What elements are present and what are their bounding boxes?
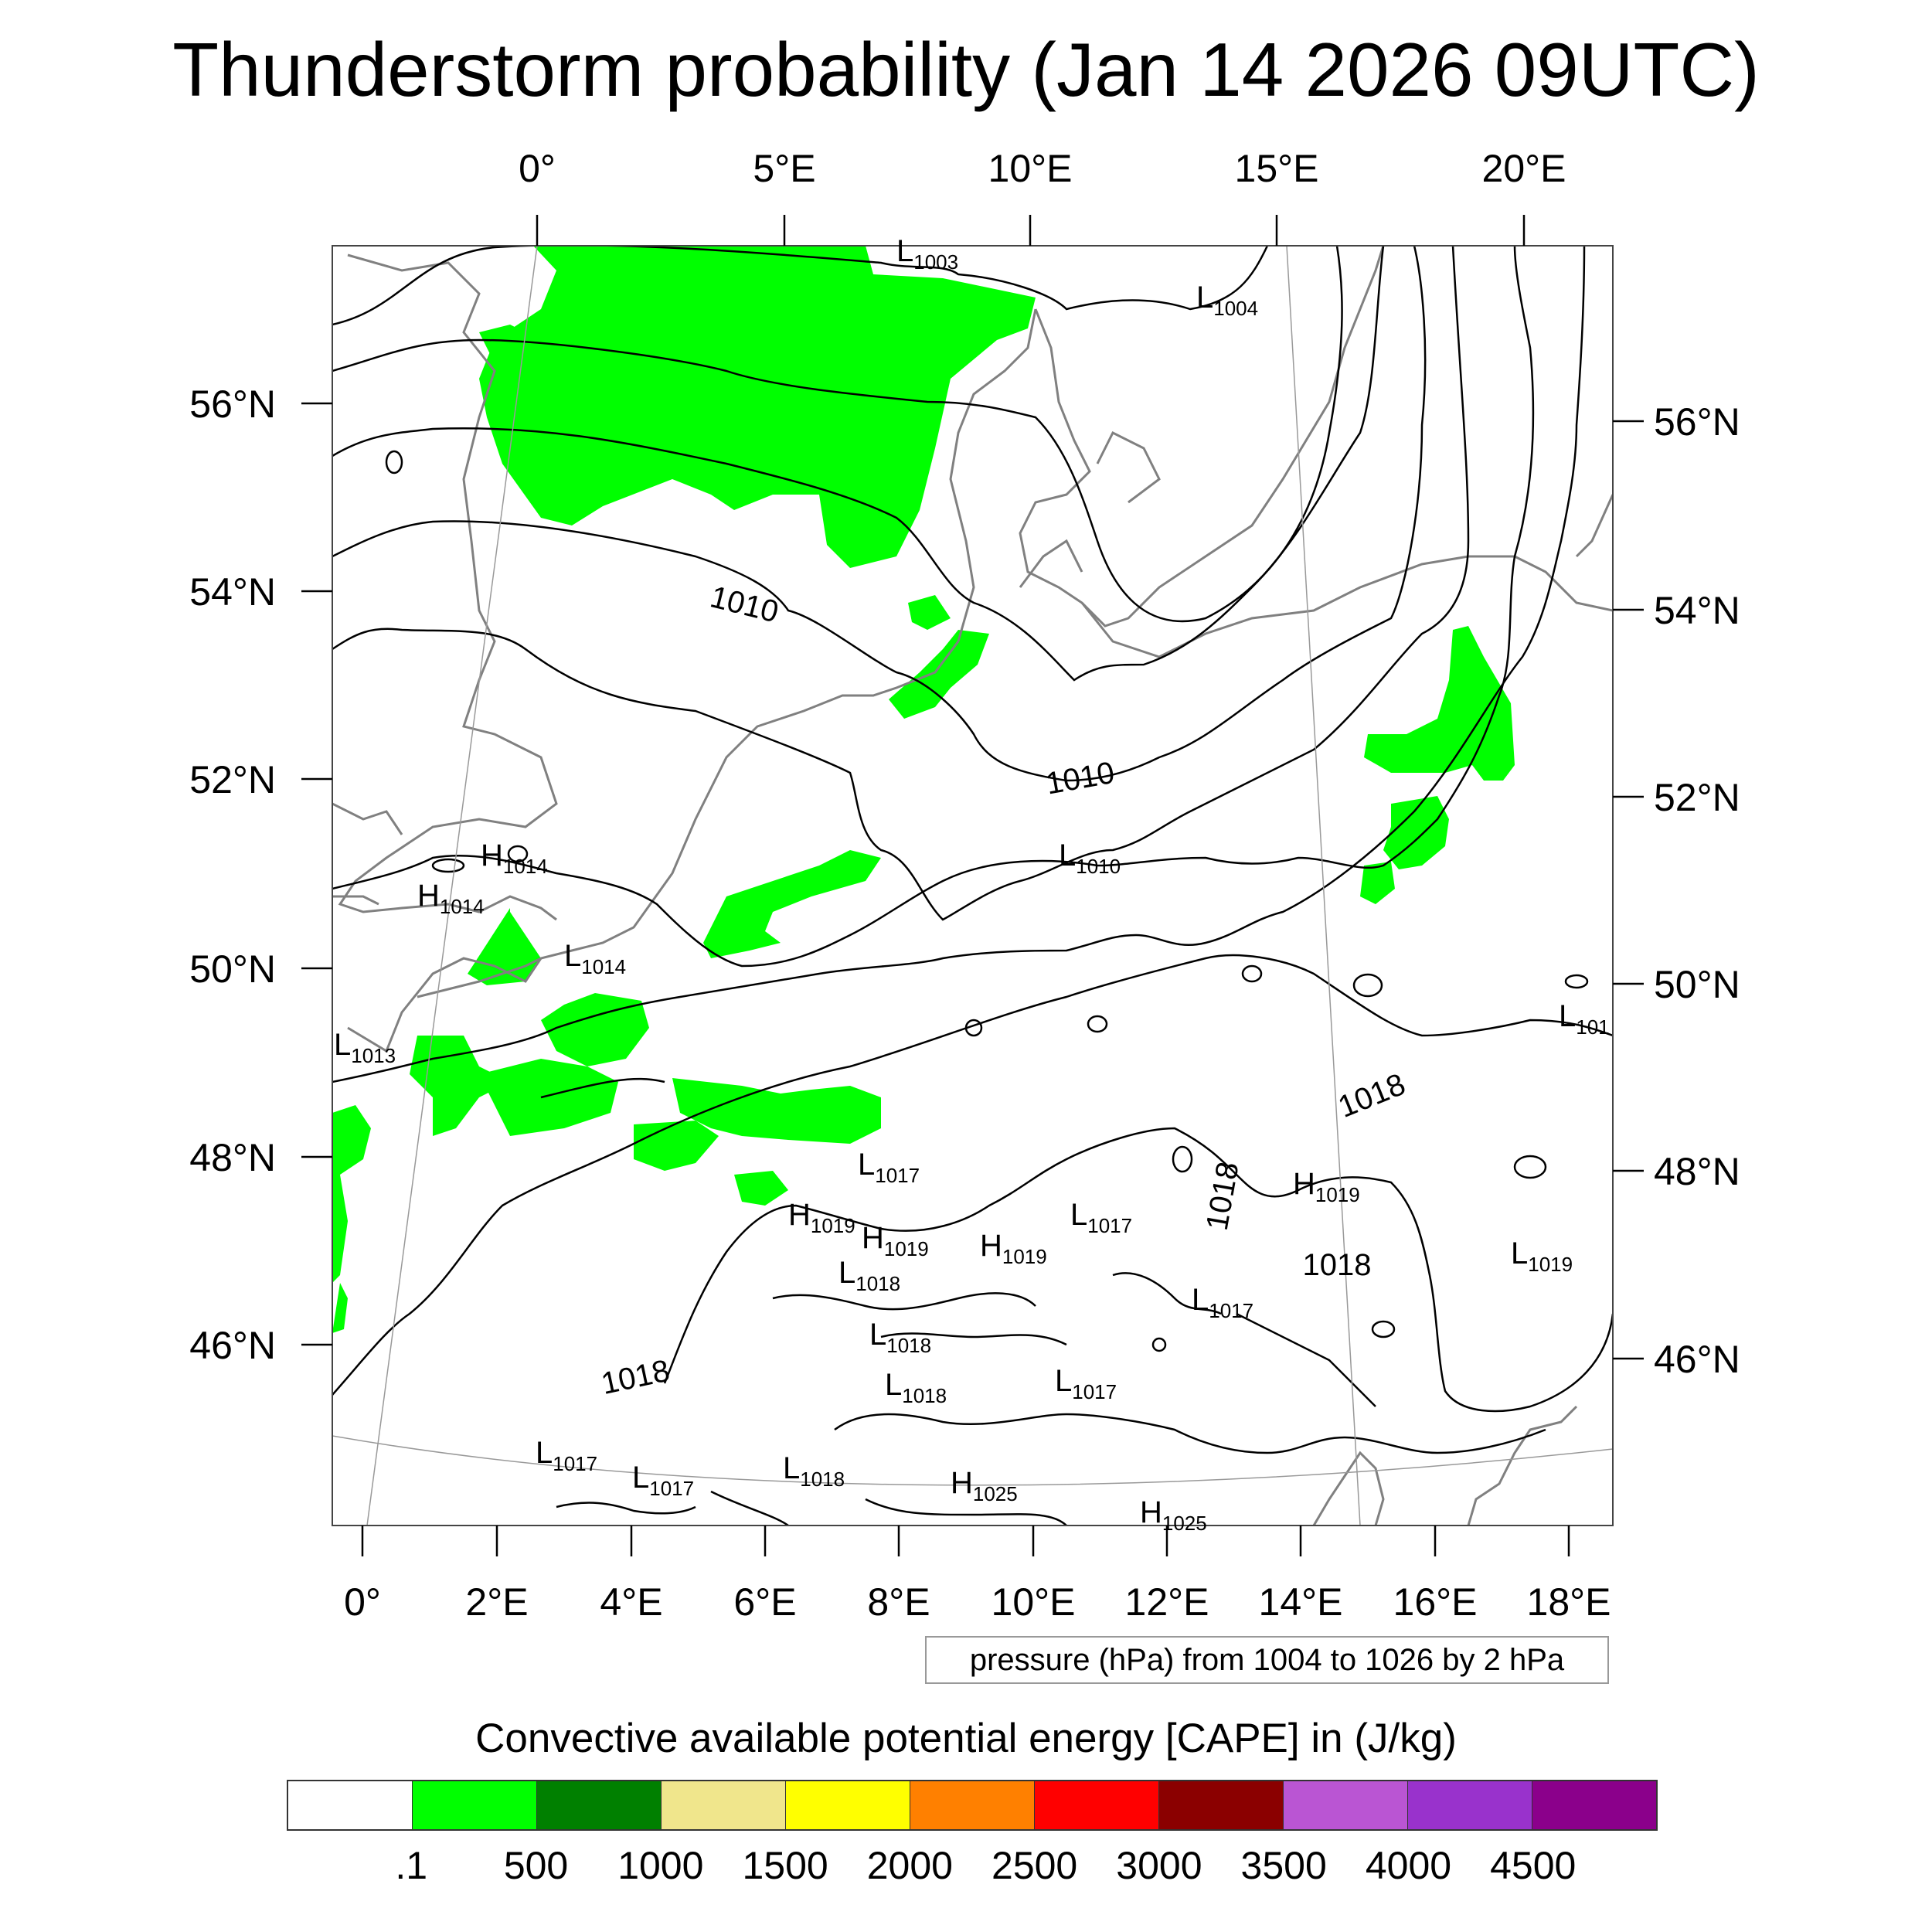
map-frame bbox=[332, 245, 1614, 1526]
top-lon-label: 15°E bbox=[1235, 147, 1319, 190]
contour-info-box: pressure (hPa) from 1004 to 1026 by 2 hP… bbox=[925, 1636, 1609, 1684]
isobar-label: 1018 bbox=[1303, 1248, 1372, 1282]
top-lon-label: 0° bbox=[519, 147, 556, 190]
left-lat-label: 48°N bbox=[189, 1136, 276, 1179]
coastlines bbox=[332, 246, 1613, 1526]
colorbar-tick-label: 500 bbox=[503, 1844, 569, 1887]
colorbar-box bbox=[1408, 1781, 1532, 1829]
colorbar bbox=[287, 1780, 1658, 1831]
pressure-center-label: H1019 bbox=[788, 1198, 855, 1237]
bottom-lon-label: 10°E bbox=[992, 1580, 1076, 1624]
left-lat-label: 52°N bbox=[189, 758, 276, 801]
pressure-center-label: L1013 bbox=[334, 1028, 396, 1067]
pressure-centers: L1003 L1004 H1014 H1014 L1014 L1010 L101… bbox=[334, 234, 1610, 1535]
pressure-center-label: L1018 bbox=[869, 1318, 931, 1357]
right-lat-label: 54°N bbox=[1654, 589, 1740, 632]
top-lon-labels: 0° 5°E 10°E 15°E 20°E bbox=[519, 147, 1566, 190]
pressure-center-label: L1017 bbox=[536, 1436, 597, 1475]
pressure-center-label: L1018 bbox=[885, 1368, 947, 1407]
pressure-center-label: H1025 bbox=[951, 1466, 1018, 1505]
map-title: Thunderstorm probability (Jan 14 2026 09… bbox=[172, 27, 1760, 112]
bottom-lon-label: 4°E bbox=[600, 1580, 662, 1624]
bottom-lon-label: 6°E bbox=[733, 1580, 796, 1624]
colorbar-box bbox=[1284, 1781, 1408, 1829]
bottom-lon-labels: 0° 2°E 4°E 6°E 8°E 10°E 12°E 14°E 16°E 1… bbox=[344, 1580, 1611, 1624]
right-lat-label: 56°N bbox=[1654, 400, 1740, 444]
pressure-center-label: L1003 bbox=[896, 234, 958, 274]
colorbar-tick-label: 3000 bbox=[1116, 1844, 1202, 1887]
colorbar-box bbox=[537, 1781, 662, 1829]
bottom-lon-label: 0° bbox=[344, 1580, 381, 1624]
pressure-center-label: L1017 bbox=[1055, 1364, 1117, 1403]
right-lat-label: 50°N bbox=[1654, 963, 1740, 1006]
pressure-center-label: L1018 bbox=[783, 1451, 845, 1491]
left-lat-label: 56°N bbox=[189, 383, 276, 426]
pressure-center-label: H1025 bbox=[1140, 1495, 1207, 1535]
colorbar-tick-label: 2000 bbox=[866, 1844, 953, 1887]
bottom-lon-label: 18°E bbox=[1527, 1580, 1611, 1624]
right-lat-label: 52°N bbox=[1654, 776, 1740, 819]
colorbar-tick-label: .1 bbox=[395, 1844, 428, 1887]
colorbar-box bbox=[1035, 1781, 1159, 1829]
pressure-center-label: H1019 bbox=[980, 1229, 1047, 1268]
axis-ticks bbox=[301, 215, 1644, 1556]
colorbar-box bbox=[910, 1781, 1035, 1829]
colorbar-box bbox=[288, 1781, 413, 1829]
colorbar-tick-label: 4000 bbox=[1365, 1844, 1452, 1887]
bottom-lon-label: 2°E bbox=[465, 1580, 528, 1624]
right-lat-label: 48°N bbox=[1654, 1150, 1740, 1193]
pressure-center-label: L101 bbox=[1559, 999, 1610, 1039]
colorbar-tick-label: 1000 bbox=[617, 1844, 704, 1887]
bottom-lon-label: 12°E bbox=[1125, 1580, 1209, 1624]
pressure-center-label: L1014 bbox=[564, 939, 626, 978]
bottom-lon-label: 8°E bbox=[867, 1580, 930, 1624]
colorbar-title: Convective available potential energy [C… bbox=[475, 1716, 1457, 1761]
top-lon-label: 5°E bbox=[753, 147, 815, 190]
pressure-center-label: H1019 bbox=[862, 1221, 929, 1260]
left-lat-labels: 56°N 54°N 52°N 50°N 48°N 46°N bbox=[189, 383, 276, 1367]
bottom-lon-label: 16°E bbox=[1393, 1580, 1478, 1624]
colorbar-tick-label: 4500 bbox=[1490, 1844, 1577, 1887]
graticule bbox=[332, 246, 1613, 1526]
left-lat-label: 54°N bbox=[189, 570, 276, 614]
pressure-center-label: L1017 bbox=[1192, 1283, 1253, 1322]
left-lat-label: 46°N bbox=[189, 1324, 276, 1367]
colorbar-box bbox=[1532, 1781, 1656, 1829]
colorbar-box bbox=[413, 1781, 537, 1829]
colorbar-tick-label: 2500 bbox=[992, 1844, 1078, 1887]
pressure-center-label: L1004 bbox=[1196, 281, 1258, 320]
pressure-center-label: L1017 bbox=[632, 1461, 694, 1500]
isobars bbox=[332, 246, 1613, 1526]
colorbar-box bbox=[1159, 1781, 1284, 1829]
pressure-center-label: L1010 bbox=[1059, 838, 1121, 878]
pressure-center-label: L1018 bbox=[838, 1256, 900, 1295]
pressure-center-label: H1014 bbox=[481, 838, 548, 878]
pressure-center-label: L1017 bbox=[1070, 1198, 1132, 1237]
pressure-center-label: H1019 bbox=[1293, 1167, 1360, 1206]
right-lat-labels: 56°N 54°N 52°N 50°N 48°N 46°N bbox=[1654, 400, 1740, 1381]
pressure-center-label: H1014 bbox=[417, 879, 485, 918]
pressure-center-label: L1017 bbox=[858, 1148, 920, 1187]
bottom-lon-label: 14°E bbox=[1259, 1580, 1343, 1624]
colorbar-box bbox=[662, 1781, 786, 1829]
colorbar-tick-label: 1500 bbox=[742, 1844, 828, 1887]
top-lon-label: 10°E bbox=[988, 147, 1073, 190]
left-lat-label: 50°N bbox=[189, 947, 276, 991]
top-lon-label: 20°E bbox=[1482, 147, 1566, 190]
pressure-center-label: L1019 bbox=[1511, 1236, 1573, 1276]
colorbar-box bbox=[786, 1781, 910, 1829]
colorbar-tick-label: 3500 bbox=[1240, 1844, 1327, 1887]
right-lat-label: 46°N bbox=[1654, 1338, 1740, 1381]
